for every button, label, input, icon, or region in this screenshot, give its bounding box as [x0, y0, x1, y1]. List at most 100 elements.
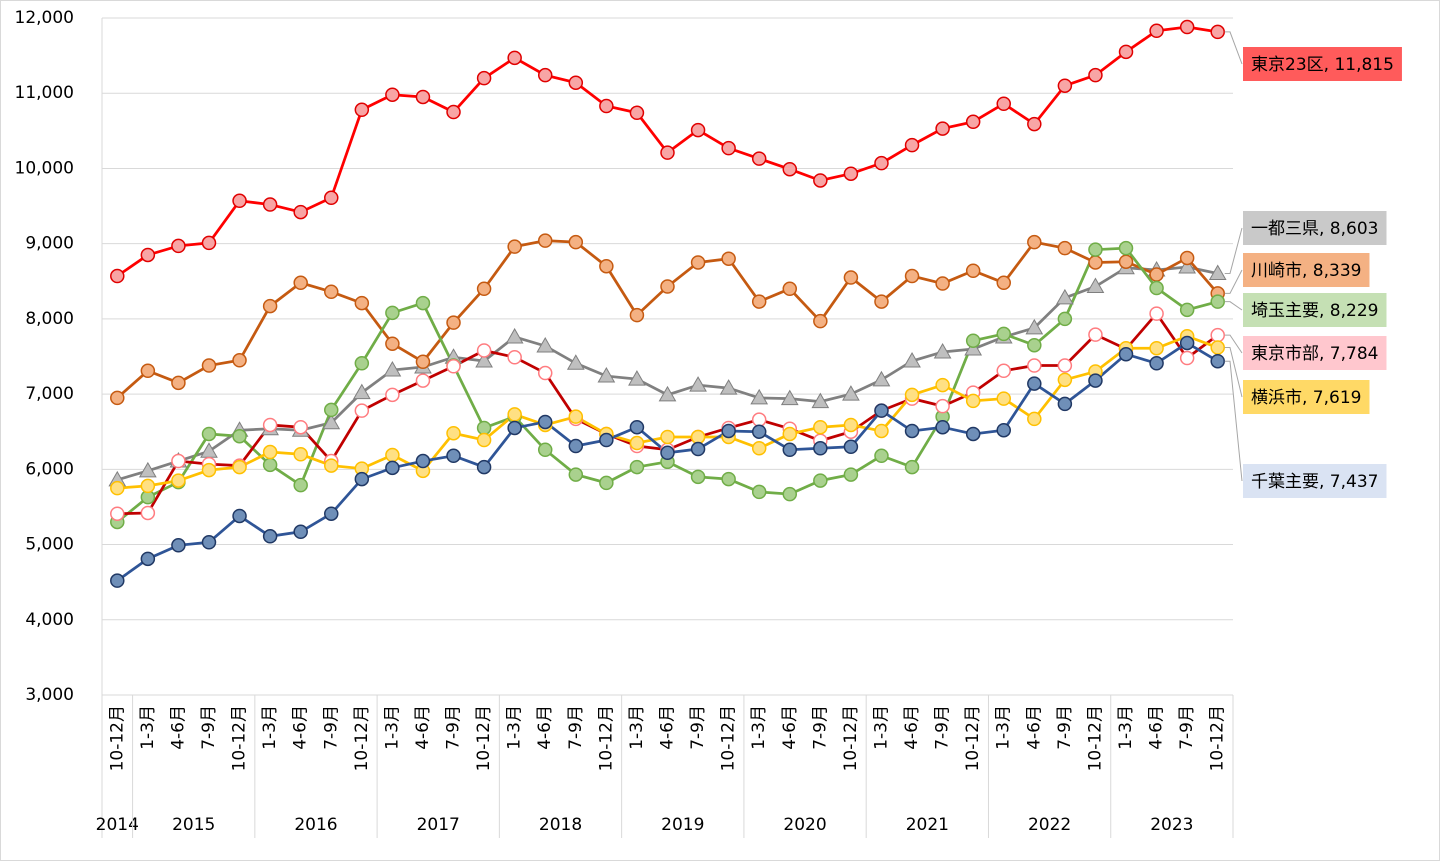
x-tick-label: 10-12月: [352, 705, 372, 771]
series-layer: [108, 19, 1227, 588]
marker: [201, 535, 217, 550]
marker: [935, 121, 950, 136]
year-label: 2018: [539, 815, 582, 835]
marker: [324, 284, 339, 300]
end-label-box: [1243, 380, 1370, 414]
marker: [110, 480, 125, 496]
end-label-box: [1243, 211, 1387, 245]
end-label: 埼玉主要, 8,229: [1251, 301, 1378, 321]
marker: [171, 453, 186, 469]
marker: [843, 467, 859, 482]
marker: [1057, 396, 1073, 412]
marker: [171, 375, 186, 391]
marker: [904, 268, 920, 284]
x-tick-label: 10-12月: [1085, 705, 1105, 771]
marker: [751, 294, 767, 309]
leader-line: [1224, 347, 1243, 398]
marker: [201, 235, 217, 251]
marker: [782, 281, 798, 297]
x-tick-label: 10-12月: [474, 705, 494, 771]
end-label-box: [1243, 464, 1387, 498]
marker: [811, 392, 830, 409]
marker: [1057, 78, 1073, 93]
marker: [904, 423, 920, 439]
marker: [232, 428, 247, 444]
marker: [568, 467, 584, 482]
marker: [1088, 327, 1103, 342]
marker: [293, 477, 308, 493]
x-tick-label: 7-9月: [688, 705, 708, 750]
leader-line: [1224, 301, 1243, 311]
marker: [415, 373, 431, 388]
marker: [996, 391, 1011, 406]
x-tick-label: 4-6月: [902, 705, 922, 750]
marker: [1118, 44, 1134, 60]
marker: [599, 258, 614, 274]
label-layer: 東京23区, 11,815 一都三県, 8,603 川崎市, 8,339 埼玉主要, …: [1224, 31, 1402, 498]
x-tick-label: 7-9月: [1177, 705, 1197, 750]
marker: [599, 98, 614, 114]
marker: [872, 370, 891, 387]
marker: [1149, 306, 1164, 321]
x-tick-label: 4-6月: [413, 705, 433, 750]
marker: [874, 448, 889, 464]
x-tick-label: 4-6月: [168, 705, 188, 750]
marker: [1178, 257, 1197, 274]
marker: [324, 458, 339, 473]
x-tick-label: 1-3月: [749, 705, 769, 750]
end-label: 横浜市, 7,619: [1251, 388, 1361, 408]
marker: [262, 444, 278, 460]
marker: [658, 385, 677, 402]
marker: [660, 145, 675, 160]
marker: [813, 173, 828, 188]
year-label: 2020: [783, 815, 826, 835]
marker: [201, 358, 217, 373]
marker: [385, 87, 400, 102]
marker: [965, 114, 981, 130]
marker: [324, 190, 339, 206]
marker: [1088, 373, 1103, 388]
marker: [476, 420, 492, 436]
marker: [568, 234, 584, 250]
marker: [874, 423, 889, 439]
x-tick-label: 10-12月: [107, 705, 127, 771]
x-tick-label: 10-12月: [230, 705, 250, 771]
marker: [293, 447, 308, 462]
marker: [597, 367, 616, 383]
y-tick-label: 12,000: [15, 8, 74, 28]
end-label-box: [1243, 293, 1387, 327]
marker: [965, 263, 981, 278]
year-label: 2014: [96, 815, 139, 835]
marker: [1027, 358, 1042, 373]
marker: [110, 573, 125, 588]
marker: [385, 305, 400, 321]
marker: [782, 161, 798, 177]
marker: [751, 412, 767, 427]
marker: [751, 484, 767, 500]
x-tick-label: 1-3月: [627, 705, 647, 750]
x-tick-label: 1-3月: [871, 705, 891, 750]
marker: [537, 67, 553, 83]
marker: [201, 462, 217, 478]
marker: [1179, 250, 1195, 266]
leader-line: [1224, 269, 1243, 294]
marker: [1027, 116, 1042, 132]
marker: [171, 538, 186, 553]
marker: [1149, 267, 1164, 282]
marker: [476, 432, 492, 448]
end-label-box: [1243, 253, 1370, 287]
marker: [537, 233, 553, 248]
marker: [1057, 311, 1073, 327]
marker: [1149, 356, 1164, 371]
marker: [568, 438, 584, 454]
end-label: 一都三県, 8,603: [1251, 219, 1378, 239]
marker: [1208, 264, 1227, 281]
marker: [232, 353, 247, 368]
end-label-box: [1243, 336, 1387, 370]
marker: [996, 96, 1011, 112]
x-tick-label: 7-9月: [444, 705, 464, 750]
marker: [874, 155, 889, 171]
marker: [262, 417, 278, 433]
marker: [1088, 242, 1103, 257]
